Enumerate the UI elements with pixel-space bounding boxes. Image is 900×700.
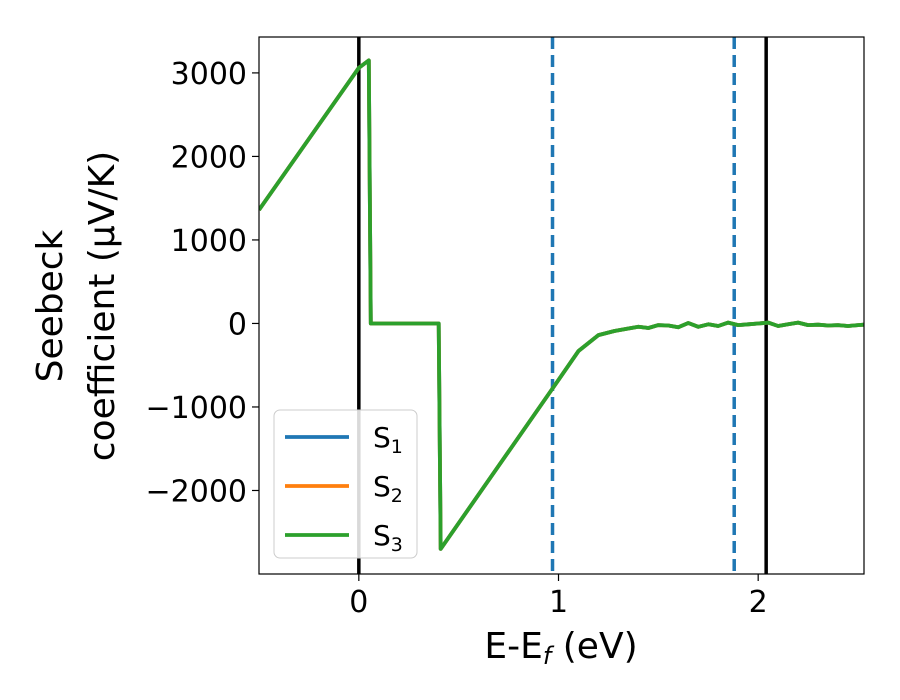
y-tick-label: −1000 <box>146 391 247 426</box>
y-axis: 3000 2000 1000 0 −1000 −2000 <box>146 57 259 509</box>
x-axis: 0 1 2 <box>349 574 768 620</box>
x-tick-label: 1 <box>549 585 568 620</box>
y-tick-label: 0 <box>228 307 247 342</box>
y-tick-label: 2000 <box>171 140 247 175</box>
y-axis-label-line1: Seebeck <box>30 229 71 382</box>
y-tick-label: 3000 <box>171 57 247 92</box>
x-tick-label: 0 <box>349 585 368 620</box>
y-tick-label: −2000 <box>146 474 247 509</box>
legend: S1 S2 S3 <box>273 409 418 559</box>
y-tick-label: 1000 <box>171 224 247 259</box>
legend-frame <box>273 409 418 559</box>
legend-label-s3: S3 <box>373 519 403 556</box>
plot-frame <box>258 36 865 575</box>
x-axis-label: E-Ef (eV) <box>484 626 637 670</box>
legend-label-s1: S1 <box>373 421 403 458</box>
series-line-s3 <box>259 58 864 551</box>
series-layer <box>259 58 864 551</box>
legend-label-s2: S2 <box>373 470 403 507</box>
y-axis-label-line2: coefficient (μV/K) <box>82 151 123 461</box>
y-axis-label: Seebeck coefficient (μV/K) <box>30 151 123 461</box>
x-tick-label: 2 <box>749 585 768 620</box>
reference-lines <box>357 37 768 574</box>
